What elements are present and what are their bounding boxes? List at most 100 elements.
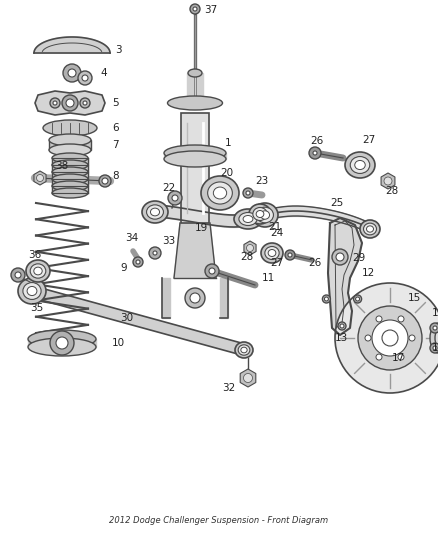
Polygon shape <box>52 158 88 193</box>
Circle shape <box>409 335 415 341</box>
Circle shape <box>384 177 392 185</box>
Circle shape <box>78 71 92 85</box>
Text: 35: 35 <box>30 303 43 313</box>
Ellipse shape <box>49 144 91 156</box>
Text: 6: 6 <box>112 123 119 133</box>
Circle shape <box>313 151 317 155</box>
Ellipse shape <box>268 249 276 256</box>
Circle shape <box>136 260 140 264</box>
Text: 7: 7 <box>112 140 119 150</box>
Circle shape <box>63 64 81 82</box>
Text: 15: 15 <box>408 293 421 303</box>
Text: 26: 26 <box>308 258 321 268</box>
Ellipse shape <box>30 264 46 278</box>
Ellipse shape <box>430 323 438 353</box>
Circle shape <box>68 69 76 77</box>
Circle shape <box>356 297 360 301</box>
Circle shape <box>80 98 90 108</box>
Bar <box>49 140 91 150</box>
Ellipse shape <box>208 182 232 204</box>
Circle shape <box>66 99 74 107</box>
Text: 24: 24 <box>270 228 283 238</box>
Ellipse shape <box>150 208 159 216</box>
Text: 1: 1 <box>225 138 232 148</box>
Ellipse shape <box>52 153 88 163</box>
Text: 2012 Dodge Challenger Suspension - Front Diagram: 2012 Dodge Challenger Suspension - Front… <box>110 516 328 525</box>
Text: 16: 16 <box>432 343 438 353</box>
Circle shape <box>82 75 88 81</box>
Text: 19: 19 <box>195 223 208 233</box>
Circle shape <box>247 245 254 252</box>
Polygon shape <box>187 73 203 103</box>
Circle shape <box>376 354 382 360</box>
Ellipse shape <box>256 211 264 217</box>
Circle shape <box>205 264 219 278</box>
Ellipse shape <box>364 223 377 235</box>
Ellipse shape <box>355 160 365 169</box>
Text: 25: 25 <box>330 198 343 208</box>
Text: 28: 28 <box>240 252 253 262</box>
Circle shape <box>372 320 408 356</box>
Polygon shape <box>34 37 110 53</box>
Text: 12: 12 <box>362 268 375 278</box>
Text: 36: 36 <box>28 250 41 260</box>
Circle shape <box>336 253 344 261</box>
Text: 37: 37 <box>204 5 217 15</box>
Circle shape <box>338 322 346 330</box>
Circle shape <box>398 316 404 322</box>
Ellipse shape <box>142 201 168 223</box>
Ellipse shape <box>252 203 278 227</box>
Circle shape <box>335 283 438 393</box>
Ellipse shape <box>188 69 202 77</box>
Ellipse shape <box>261 243 283 263</box>
Text: 32: 32 <box>222 383 235 393</box>
Ellipse shape <box>49 134 91 146</box>
Circle shape <box>285 250 295 260</box>
Text: 8: 8 <box>112 171 119 181</box>
Polygon shape <box>174 223 216 278</box>
Circle shape <box>365 335 371 341</box>
Text: 28: 28 <box>385 186 398 196</box>
Circle shape <box>376 324 404 352</box>
Bar <box>181 113 209 223</box>
Circle shape <box>168 191 182 205</box>
Text: 18: 18 <box>432 308 438 318</box>
Circle shape <box>50 331 74 355</box>
Ellipse shape <box>249 204 271 224</box>
Ellipse shape <box>253 207 267 221</box>
Circle shape <box>53 101 57 105</box>
Ellipse shape <box>257 207 273 223</box>
Polygon shape <box>35 91 105 115</box>
Ellipse shape <box>52 188 88 198</box>
Ellipse shape <box>52 167 88 177</box>
Ellipse shape <box>241 347 247 353</box>
Circle shape <box>382 330 398 346</box>
Ellipse shape <box>28 330 96 348</box>
Text: 27: 27 <box>270 258 283 268</box>
Circle shape <box>430 323 438 333</box>
Text: 20: 20 <box>220 168 233 178</box>
Ellipse shape <box>43 120 97 136</box>
Polygon shape <box>162 278 170 318</box>
Ellipse shape <box>164 145 226 161</box>
Circle shape <box>36 174 43 182</box>
Polygon shape <box>381 173 395 189</box>
Circle shape <box>353 295 362 303</box>
Ellipse shape <box>27 286 37 296</box>
Ellipse shape <box>239 213 257 225</box>
Polygon shape <box>28 285 247 356</box>
Circle shape <box>153 251 157 255</box>
Ellipse shape <box>213 187 226 199</box>
Polygon shape <box>34 171 46 185</box>
Circle shape <box>172 195 178 201</box>
Text: 10: 10 <box>112 338 125 348</box>
Text: 29: 29 <box>352 253 365 263</box>
Circle shape <box>433 326 437 330</box>
Text: 30: 30 <box>120 313 133 323</box>
Text: 38: 38 <box>55 161 68 171</box>
Circle shape <box>309 147 321 159</box>
Ellipse shape <box>261 211 269 219</box>
Circle shape <box>398 354 404 360</box>
Ellipse shape <box>367 226 374 232</box>
Ellipse shape <box>238 345 250 355</box>
